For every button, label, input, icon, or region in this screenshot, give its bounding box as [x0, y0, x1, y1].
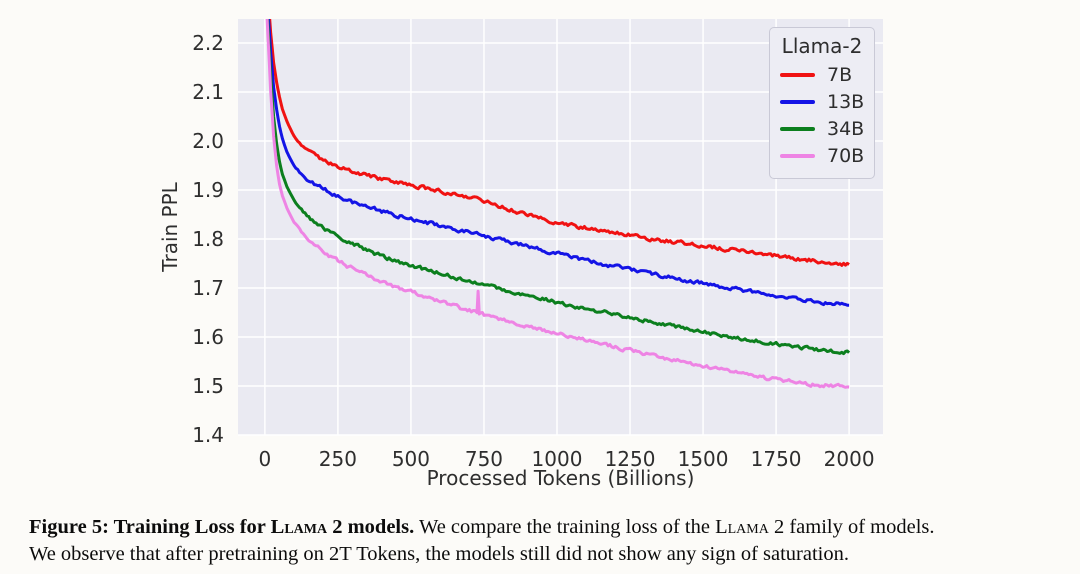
legend-entries: 7B 13B 34B 70B: [770, 61, 874, 169]
caption-text-b: family of models.: [784, 516, 935, 538]
y-tick-label: 1.5: [192, 374, 224, 398]
y-tick-label: 1.8: [192, 227, 224, 251]
legend-entry-7B: 7B: [770, 61, 874, 88]
figure-caption: Figure 5: Training Loss for Llama 2 mode…: [29, 514, 1069, 567]
caption-bold-suffix: models.: [342, 516, 415, 538]
x-tick-label: 1500: [677, 447, 729, 471]
series-line-34B: [266, 19, 851, 356]
y-tick-label: 2.1: [192, 80, 224, 104]
caption-bold-smallcaps: Llama 2: [270, 516, 343, 538]
y-tick-label: 1.9: [192, 178, 224, 202]
legend-line-swatch: [780, 72, 815, 77]
series-line-13B: [266, 19, 850, 307]
x-tick-label: 750: [464, 447, 504, 471]
y-tick-label: 1.7: [192, 276, 224, 300]
x-tick-label: 1000: [531, 447, 583, 471]
x-tick-label: 500: [391, 447, 431, 471]
series-line-7B: [268, 19, 850, 267]
legend-line-swatch: [780, 99, 815, 104]
legend-label: 13B: [827, 90, 865, 113]
y-tick-label: 1.6: [192, 325, 224, 349]
legend: Llama-2 7B 13B 34B 70B: [769, 27, 875, 179]
legend-title: Llama-2: [781, 34, 863, 58]
x-tick-label: 0: [258, 447, 272, 471]
y-tick-label: 2.2: [192, 31, 224, 55]
series-line-70B: [265, 19, 850, 389]
caption-line-2: We observe that after pretraining on 2T …: [29, 542, 849, 565]
y-tick-label: 1.4: [192, 423, 224, 447]
x-axis-label: Processed Tokens (Billions): [426, 466, 695, 490]
x-axis-tick-labels: 0 250 500 750 1000 1250 1500 1750 2000: [258, 447, 875, 471]
caption-smallcaps-2: Llama 2: [715, 516, 785, 538]
legend-entry-70B: 70B: [770, 142, 874, 169]
y-axis-label: Train PPL: [158, 182, 182, 272]
x-tick-label: 1250: [604, 447, 656, 471]
legend-label: 7B: [827, 63, 853, 86]
legend-entry-13B: 13B: [770, 88, 874, 115]
caption-line-1: Figure 5: Training Loss for Llama 2 mode…: [29, 514, 1069, 541]
legend-entry-34B: 34B: [770, 115, 874, 142]
legend-line-swatch: [780, 153, 815, 158]
x-tick-label: 250: [318, 447, 357, 471]
caption-bold-prefix: Figure 5: Training Loss for: [29, 516, 271, 538]
legend-label: 34B: [827, 117, 865, 140]
y-axis-tick-labels: 1.4 1.5 1.6 1.7 1.8 1.9 2.0 2.1 2.2: [0, 0, 224, 510]
x-tick-label: 2000: [823, 447, 875, 471]
caption-text-a: We compare the training loss of the: [414, 516, 716, 538]
legend-label: 70B: [827, 144, 865, 167]
training-loss-chart: 1.4 1.5 1.6 1.7 1.8 1.9 2.0 2.1 2.2 0 250 500 750 10…: [0, 0, 883, 510]
legend-line-swatch: [780, 126, 815, 131]
y-tick-label: 2.0: [192, 129, 224, 153]
x-tick-label: 1750: [750, 447, 802, 471]
